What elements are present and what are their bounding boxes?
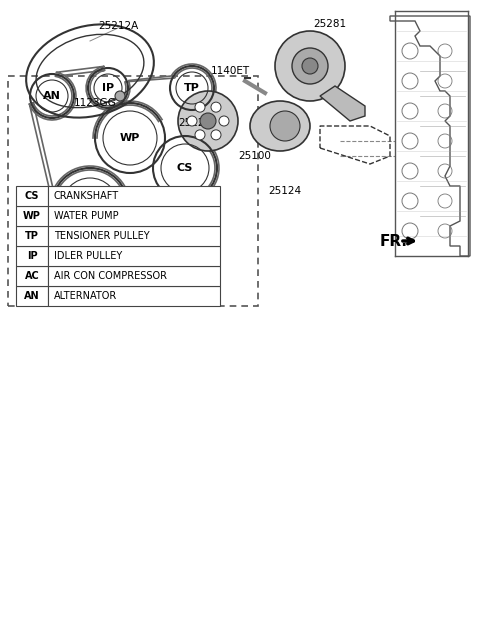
Bar <box>16 266 48 286</box>
Polygon shape <box>320 86 365 121</box>
Text: CRANKSHAFT: CRANKSHAFT <box>54 191 119 201</box>
Text: IP: IP <box>27 251 37 261</box>
Circle shape <box>178 91 238 151</box>
Text: 25100: 25100 <box>239 151 271 161</box>
Circle shape <box>195 130 205 140</box>
Text: AIR CON COMPRESSOR: AIR CON COMPRESSOR <box>54 271 167 281</box>
Text: 25221: 25221 <box>179 118 212 128</box>
Text: AN: AN <box>24 291 40 301</box>
Text: 1140ET: 1140ET <box>210 66 250 76</box>
Bar <box>48 266 220 286</box>
Text: WP: WP <box>120 133 140 143</box>
Text: TP: TP <box>184 83 200 93</box>
Circle shape <box>270 111 300 141</box>
Text: WP: WP <box>23 211 41 221</box>
Text: AC: AC <box>24 271 39 281</box>
Bar <box>16 186 48 206</box>
FancyBboxPatch shape <box>8 76 258 306</box>
Text: ALTERNATOR: ALTERNATOR <box>54 291 117 301</box>
Bar <box>48 286 220 306</box>
Text: 25281: 25281 <box>313 19 347 29</box>
Bar <box>48 246 220 266</box>
Text: CS: CS <box>177 163 193 173</box>
Bar <box>16 246 48 266</box>
Circle shape <box>187 116 197 126</box>
Circle shape <box>302 58 318 74</box>
Text: TP: TP <box>25 231 39 241</box>
Circle shape <box>219 116 229 126</box>
Text: 25124: 25124 <box>268 186 301 196</box>
Circle shape <box>211 130 221 140</box>
Bar <box>16 286 48 306</box>
Text: CS: CS <box>25 191 39 201</box>
Text: 1123GG: 1123GG <box>73 98 116 108</box>
Text: IP: IP <box>102 83 114 93</box>
Text: WATER PUMP: WATER PUMP <box>54 211 119 221</box>
Circle shape <box>292 48 328 84</box>
Circle shape <box>275 31 345 101</box>
Bar <box>16 206 48 226</box>
Bar <box>48 186 220 206</box>
Circle shape <box>115 91 125 101</box>
Text: AN: AN <box>43 91 61 101</box>
Text: FR.: FR. <box>380 233 408 249</box>
Text: TENSIONER PULLEY: TENSIONER PULLEY <box>54 231 150 241</box>
Text: 25212A: 25212A <box>98 21 138 31</box>
Circle shape <box>195 102 205 112</box>
Bar <box>48 226 220 246</box>
Text: AC: AC <box>82 201 98 211</box>
Bar <box>48 206 220 226</box>
Circle shape <box>211 102 221 112</box>
Ellipse shape <box>250 101 310 151</box>
Circle shape <box>200 113 216 129</box>
Text: IDLER PULLEY: IDLER PULLEY <box>54 251 122 261</box>
Bar <box>16 226 48 246</box>
